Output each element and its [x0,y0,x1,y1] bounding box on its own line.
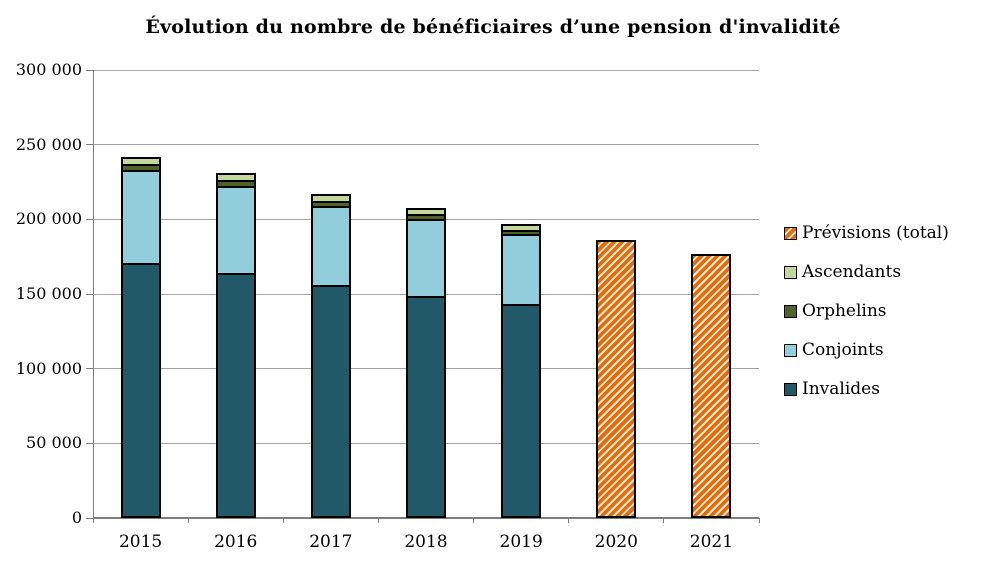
bar-segment-conjoints-2016 [215,185,256,274]
y-axis-tick [86,218,93,220]
bar-outline [310,193,351,518]
bar-segment-conjoints-2017 [310,205,351,286]
y-axis-labels: 0 50 000 100 000 150 000 200 000 250 000 300 0… [0,61,84,527]
bar-segment-conjoints-2015 [120,170,161,263]
legend-item-orphelins: Orphelins [784,301,949,321]
bar-segment-orphelins-2019 [501,229,542,235]
bar-2021 [691,70,732,518]
bar-2015 [120,70,161,518]
legend-swatch-ascendants [784,265,797,279]
x-axis-labels: 2015 2016 2017 2018 2019 2020 2021 [93,531,759,555]
x-axis-tick [377,518,379,523]
x-axis-tick [663,518,665,523]
bar-segment-invalides-2015 [120,262,161,518]
bar-segment-invalides-2016 [215,273,256,518]
y-axis-tick [86,442,93,444]
x-axis-tick [568,518,570,523]
bar-segment-invalides-2019 [501,304,542,518]
legend-item-pre-visions-total: Prévisions (total) [784,223,949,243]
bar-segment-pre-visions-total-2021 [691,254,732,518]
y-axis-tick-label: 250 000 [15,134,82,154]
legend: Prévisions (total) Ascendants Orphelins Con… [784,223,949,418]
bar-outline [215,173,256,518]
legend-item-ascendants: Ascendants [784,262,949,282]
bar-segment-invalides-2017 [310,285,351,518]
x-axis-tick [473,518,475,523]
y-axis-tick-label: 300 000 [15,60,82,79]
bar-2019 [501,70,542,518]
legend-label: Orphelins [802,301,887,321]
x-axis-tick-label: 2017 [309,532,353,552]
x-axis-tick-label: 2016 [214,532,258,552]
legend-swatch-orphelins [784,304,797,318]
x-axis-tick-label: 2015 [118,532,163,552]
bar-outline [501,223,542,518]
x-axis-tick-label: 2018 [404,532,448,552]
bar-segment-orphelins-2015 [120,164,161,171]
legend-swatch-invalides [784,382,797,396]
bar-segment-orphelins-2016 [215,180,256,186]
bar-outline [691,254,732,518]
y-axis-tick-label: 150 000 [15,284,82,303]
x-axis-tick-label: 2021 [689,532,734,552]
bar-2016 [215,70,256,518]
bar-outline [406,208,446,518]
x-axis-tick-label: 2019 [499,532,543,552]
legend-label: Invalides [802,379,880,399]
bar-segment-conjoints-2018 [406,219,446,296]
y-axis-tick-label: 50 000 [26,433,82,453]
y-axis-tick [86,144,93,146]
bar-segment-orphelins-2017 [310,200,351,206]
y-axis-tick [86,517,93,519]
bar-segment-invalides-2018 [406,295,446,518]
legend-swatch-pre-visions-total [784,226,797,240]
gridline [93,144,759,146]
chart-title: Évolution du nombre de bénéficiaires d’u… [145,16,841,38]
legend-label: Prévisions (total) [802,223,949,243]
x-axis-tick [758,518,760,523]
gridline [93,69,759,71]
y-axis-tick [86,293,93,295]
bar-segment-orphelins-2018 [406,214,446,220]
bar-2020 [596,70,637,518]
bar-2017 [310,70,351,518]
plot-area [86,69,760,523]
x-axis-tick [92,518,94,523]
y-axis-tick-label: 100 000 [15,358,82,378]
legend-label: Conjoints [802,340,884,360]
legend-item-invalides: Invalides [784,379,949,399]
y-axis-line [93,70,94,518]
bar-outline [120,156,161,518]
bar-outline [596,239,637,518]
bar-segment-conjoints-2019 [501,234,542,305]
x-axis-tick [282,518,284,523]
y-axis-tick [86,368,93,370]
legend-item-conjoints: Conjoints [784,340,949,360]
y-axis-tick-label: 0 [71,508,82,527]
x-axis-tick-label: 2020 [594,532,638,552]
legend-swatch-conjoints [784,343,797,357]
bar-2018 [406,70,446,518]
y-axis-tick-label: 200 000 [15,209,82,229]
x-axis-tick [187,518,189,523]
legend-label: Ascendants [802,262,902,282]
y-axis-tick [86,69,93,71]
